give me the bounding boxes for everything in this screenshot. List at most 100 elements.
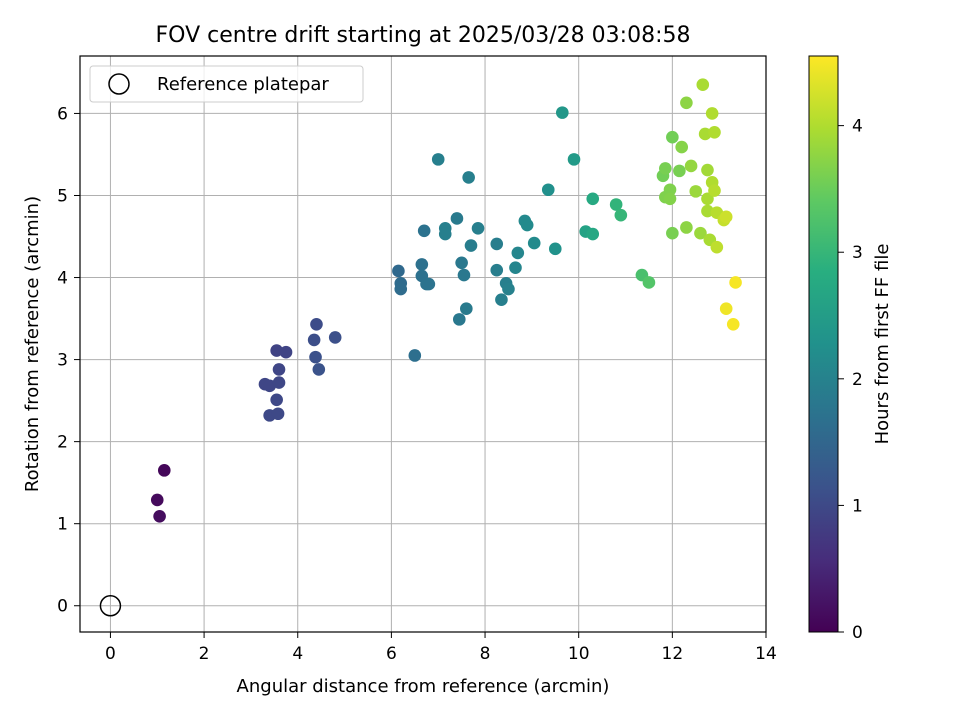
scatter-point [527, 236, 541, 250]
legend-box [89, 65, 364, 103]
scatter-point [684, 159, 698, 173]
colorbar-gradient [808, 55, 839, 633]
scatter-point [708, 126, 721, 139]
scatter-point [609, 198, 623, 211]
scatter-point [417, 224, 431, 238]
scatter-point [680, 221, 693, 234]
colorbar: 0 1 2 3 4 Hours from first FF file [808, 55, 893, 643]
scatter-point [309, 350, 322, 364]
scatter-point [663, 192, 677, 206]
scatter-point [310, 318, 323, 331]
scatter-point [502, 282, 515, 296]
scatter-point [153, 510, 166, 523]
scatter-point [312, 363, 326, 376]
scatter-point [698, 127, 712, 141]
y-tick-label: 3 [57, 351, 68, 371]
y-tick-label: 0 [57, 597, 68, 617]
scatter-point [490, 237, 504, 251]
scatter-point [556, 106, 569, 119]
scatter-point [150, 493, 164, 507]
scatter-point [719, 210, 733, 224]
legend: Reference platepar [89, 65, 364, 103]
x-tick-label: 12 [662, 644, 684, 664]
colorbar-tick-label: 2 [852, 370, 863, 390]
scatter-point [431, 153, 445, 166]
legend-label: Reference platepar [157, 74, 329, 95]
legend-marker-open-circle [108, 73, 130, 95]
scatter-point [471, 222, 485, 235]
x-tick-label: 0 [105, 644, 116, 664]
x-tick-label: 6 [386, 644, 397, 664]
scatter-point [548, 242, 562, 256]
scatter-point [438, 227, 452, 241]
scatter-point [450, 212, 464, 225]
scatter-point [279, 345, 293, 359]
colorbar-tick-label: 1 [852, 496, 863, 516]
scatter-point [464, 239, 478, 252]
scatter-point [708, 184, 721, 197]
scatter-point [270, 393, 283, 407]
scatter-point [666, 226, 679, 240]
x-tick-label: 4 [292, 644, 303, 664]
scatter-point [719, 302, 733, 316]
x-axis-label: Angular distance from reference (arcmin) [237, 676, 610, 697]
scatter-point [710, 240, 724, 254]
y-axis: 0 1 2 3 4 5 6 [57, 104, 80, 617]
scatter-point [586, 192, 600, 206]
scatter-point [614, 208, 628, 222]
scatter-point [673, 164, 686, 178]
y-tick-label: 1 [57, 515, 68, 535]
scatter-point [520, 218, 534, 232]
scatter-point [157, 464, 171, 477]
y-tick-label: 6 [57, 104, 68, 124]
scatter-point [511, 246, 525, 260]
scatter-point [666, 130, 679, 144]
scatter-point [567, 153, 581, 166]
scatter-point [270, 344, 283, 357]
scatter-point [307, 333, 321, 347]
scatter-point [696, 78, 710, 92]
scatter-point [701, 163, 714, 177]
chart-title: FOV centre drift starting at 2025/03/28 … [156, 23, 691, 48]
x-tick-label: 2 [199, 644, 210, 664]
scatter-point [701, 192, 714, 206]
colorbar-tick-label: 0 [852, 623, 863, 643]
scatter-point [457, 268, 471, 282]
y-tick-label: 4 [57, 269, 68, 289]
scatter-point [462, 171, 475, 184]
colorbar-tick-label: 3 [852, 243, 863, 263]
scatter-point [394, 282, 408, 296]
plot-frame [79, 55, 767, 633]
grid-layer [80, 56, 767, 632]
scatter-point [272, 363, 286, 376]
y-tick-label: 5 [57, 186, 68, 206]
scatter-point [729, 276, 742, 289]
scatter-point [642, 276, 656, 289]
y-tick-label: 2 [57, 433, 68, 453]
x-tick-label: 8 [480, 644, 491, 664]
scatter-point [726, 318, 740, 331]
scatter-point [271, 407, 285, 421]
y-axis-label: Rotation from reference (arcmin) [22, 196, 43, 492]
scatter-point [415, 258, 429, 271]
scatter-point [460, 302, 473, 316]
x-tick-label: 10 [568, 644, 590, 664]
scatter-point [490, 263, 504, 277]
scatter-point [675, 140, 689, 154]
scatter-point [455, 256, 468, 270]
scatter-point [663, 183, 677, 197]
points-layer [150, 78, 742, 523]
scatter-point [495, 293, 508, 306]
scatter-point [689, 185, 703, 198]
scatter-point [452, 313, 466, 326]
scatter-point [659, 162, 672, 175]
scatter-point [541, 183, 555, 197]
scatter-point [408, 349, 422, 362]
scatter-point [392, 264, 405, 278]
scatter-point [680, 96, 693, 110]
scatter-point [422, 277, 436, 291]
scatter-point [694, 226, 707, 240]
scatter-point [586, 227, 600, 241]
scatter-point [705, 107, 719, 120]
